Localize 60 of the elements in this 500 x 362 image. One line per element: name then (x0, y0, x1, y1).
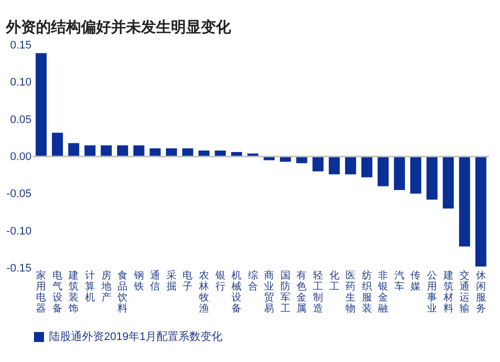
x-tick-label: 休闲服务 (476, 270, 486, 314)
y-tick-label: -0.05 (6, 188, 32, 200)
x-tick-label: 农林牧渔 (198, 270, 209, 314)
x-tick-label: 公用事业 (427, 270, 437, 314)
bar (214, 150, 226, 156)
bar (442, 156, 454, 209)
bar (68, 143, 80, 156)
chart-title: 外资的结构偏好并未发生明显变化 (4, 18, 232, 36)
y-tick-label: -0.10 (6, 225, 32, 238)
bar (166, 148, 177, 156)
x-tick-label: 交通运输 (460, 270, 470, 314)
x-tick-label: 银行 (214, 270, 226, 292)
bar (198, 150, 210, 156)
y-tick-label: 0.00 (10, 151, 32, 163)
x-tick-label: 电子 (182, 270, 193, 292)
bar (345, 156, 356, 174)
x-tick-label: 采掘 (166, 270, 176, 292)
bar (182, 148, 194, 156)
bar (426, 156, 438, 200)
bar (312, 156, 324, 172)
x-tick-label: 机械设备 (232, 270, 242, 314)
bar (394, 156, 405, 190)
x-tick-label: 综合 (248, 270, 258, 292)
bar (459, 156, 470, 246)
bar (410, 156, 422, 194)
y-tick-label: 0.05 (10, 114, 32, 126)
x-tick-label: 医药生物 (346, 270, 356, 314)
y-tick-label: 0.15 (10, 40, 32, 52)
x-tick-label: 汽车 (394, 270, 404, 292)
bar (133, 145, 144, 156)
bar (150, 148, 161, 156)
bar (117, 145, 128, 156)
y-tick-label: -0.15 (6, 262, 32, 274)
bar (36, 53, 47, 156)
x-tick-label: 国防军工 (280, 270, 290, 314)
y-tick-label: 0.10 (10, 76, 32, 89)
bar (84, 145, 96, 156)
x-tick-label: 家用电器 (36, 270, 46, 314)
x-tick-label: 通信 (150, 270, 160, 292)
bar (52, 132, 63, 156)
x-tick-label: 计算机 (85, 270, 95, 304)
x-tick-label: 电气设备 (52, 270, 62, 314)
x-tick-label: 房地产 (100, 270, 112, 304)
x-tick-label: 非银金融 (377, 270, 388, 314)
x-tick-label: 传媒 (410, 270, 421, 292)
x-tick-label: 商业贸易 (264, 270, 274, 314)
x-tick-label: 有色金属 (296, 270, 307, 314)
x-tick-label: 轻工制造 (313, 270, 323, 314)
x-tick-label: 化工 (329, 270, 340, 292)
bar (328, 156, 340, 174)
x-tick-label: 钢铁 (132, 270, 144, 292)
x-tick-label: 纺织服装 (362, 270, 372, 314)
x-tick-label: 建筑装饰 (68, 270, 79, 314)
bar (378, 156, 389, 186)
x-tick-label: 食品饮料 (116, 270, 128, 314)
bar (475, 156, 486, 267)
legend-label: 陆股通外资2019年1月配置系数变化 (49, 330, 223, 343)
x-tick-label: 建筑材料 (442, 270, 454, 314)
bar (100, 145, 112, 156)
bar (361, 156, 372, 178)
